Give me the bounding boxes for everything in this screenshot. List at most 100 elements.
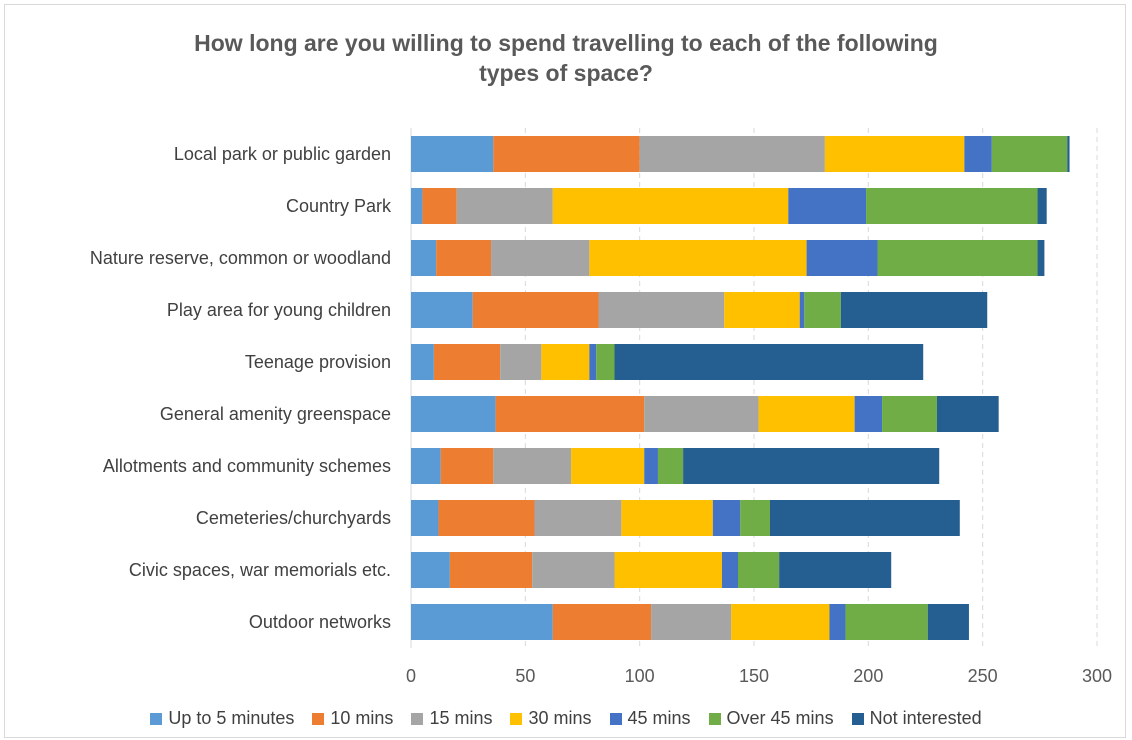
bar-segment [644, 448, 658, 484]
legend-swatch [150, 712, 163, 725]
bar-segment [411, 240, 437, 276]
bar-segment [440, 448, 494, 484]
bar-segment [589, 344, 597, 380]
legend-item: 15 mins [411, 708, 492, 729]
bar-segment [532, 552, 615, 588]
bar-segment [866, 188, 1038, 224]
legend-item: Not interested [851, 708, 982, 729]
legend-swatch [411, 712, 424, 725]
bar-segment [534, 500, 622, 536]
bar-segment [552, 604, 652, 640]
bar-segment [438, 500, 535, 536]
bar-segment [571, 448, 645, 484]
x-tick-label: 50 [515, 666, 535, 686]
legend-label: 10 mins [330, 708, 394, 728]
legend-label: 30 mins [528, 708, 592, 728]
category-label: Play area for young children [167, 300, 391, 320]
bar-segment [845, 604, 928, 640]
bar-segment [411, 292, 473, 328]
bar-segment [589, 240, 807, 276]
legend-label: 15 mins [429, 708, 493, 728]
x-tick-label: 250 [968, 666, 998, 686]
chart-title-line-2: types of space? [479, 60, 653, 86]
legend-item: 10 mins [312, 708, 393, 729]
bar-segment [639, 136, 825, 172]
bar-segment [411, 448, 441, 484]
bar-segment [824, 136, 965, 172]
legend-item: Over 45 mins [708, 708, 834, 729]
bar-segment [840, 292, 988, 328]
x-tick-label: 100 [625, 666, 655, 686]
bar-segment [614, 552, 722, 588]
bar-segment [411, 136, 494, 172]
bar-segment [758, 396, 855, 432]
bar-segment [456, 188, 553, 224]
chart-legend: Up to 5 minutes 10 mins 15 mins 30 mins 45 m… [0, 708, 1132, 729]
bar-segment [788, 188, 867, 224]
category-label: Teenage provision [245, 352, 391, 372]
bar-segment [712, 500, 741, 536]
legend-item: Up to 5 minutes [150, 708, 294, 729]
bar-segment [411, 344, 434, 380]
bar-segment [411, 500, 439, 536]
category-label: General amenity greenspace [160, 404, 391, 424]
legend-label: Up to 5 minutes [168, 708, 295, 728]
bar-segment [854, 396, 883, 432]
legend-swatch [312, 712, 325, 725]
bar-segment [927, 604, 969, 640]
x-tick-label: 0 [406, 666, 416, 686]
bar-segment [472, 292, 599, 328]
legend-label: 45 mins [627, 708, 691, 728]
legend-swatch [609, 712, 622, 725]
bar-segment [740, 500, 771, 536]
category-label: Cemeteries/churchyards [196, 508, 391, 528]
legend-item: 30 mins [510, 708, 592, 729]
bar-segment [683, 448, 940, 484]
bar-segment [770, 500, 960, 536]
bar-segment [1037, 188, 1047, 224]
bar-segment [493, 136, 640, 172]
category-label: Allotments and community schemes [103, 456, 391, 476]
bar-segment [964, 136, 992, 172]
legend-swatch [708, 712, 721, 725]
bar-segment [621, 500, 713, 536]
bar-segment [779, 552, 892, 588]
bar-segment [491, 240, 590, 276]
bar-segment [411, 188, 423, 224]
bar-segment [422, 188, 457, 224]
legend-item: 45 mins [609, 708, 691, 729]
bar-segment [724, 292, 800, 328]
x-tick-label: 150 [739, 666, 769, 686]
bar-segment [1067, 136, 1070, 172]
bar-segment [411, 552, 450, 588]
bar-segment [596, 344, 615, 380]
category-label: Country Park [286, 196, 392, 216]
legend-label: Over 45 mins [726, 708, 834, 728]
legend-swatch [851, 712, 864, 725]
bar-segment [731, 604, 830, 640]
bar-segment [552, 188, 789, 224]
bar-segment [495, 396, 645, 432]
category-label: Civic spaces, war memorials etc. [129, 560, 391, 580]
bar-segment [449, 552, 533, 588]
legend-swatch [510, 712, 523, 725]
category-label: Outdoor networks [249, 612, 391, 632]
bar-segment [500, 344, 542, 380]
bar-segment [799, 292, 805, 328]
x-tick-label: 300 [1082, 666, 1112, 686]
category-label: Nature reserve, common or woodland [90, 248, 391, 268]
bar-segment [411, 396, 496, 432]
bar-segment [936, 396, 999, 432]
bar-segment [436, 240, 492, 276]
bar-segment [433, 344, 501, 380]
bar-segment [721, 552, 738, 588]
bar-segment [737, 552, 780, 588]
bar-segment [806, 240, 878, 276]
bar-segment [804, 292, 841, 328]
bar-segment [657, 448, 684, 484]
chart-title: How long are you willing to spend travel… [0, 28, 1132, 88]
bar-segment [644, 396, 759, 432]
bar-segment [541, 344, 590, 380]
bar-segment [598, 292, 725, 328]
